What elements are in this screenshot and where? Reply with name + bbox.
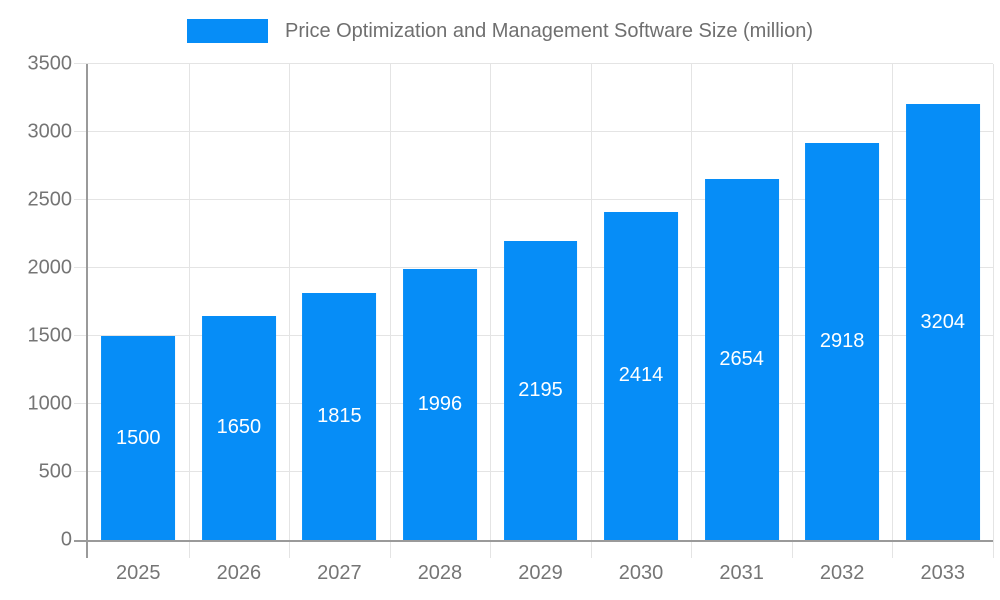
x-tick-label: 2031 [719, 562, 764, 584]
bar-value-label: 1500 [116, 426, 161, 449]
bar-value-label: 1996 [417, 392, 463, 415]
y-tick-label: 2000 [27, 256, 73, 279]
gridline-vertical [691, 64, 693, 558]
gridline-horizontal [74, 131, 993, 132]
bar-value-label: 1815 [317, 405, 362, 428]
bar: 2414 [604, 211, 678, 540]
gridline-vertical [490, 64, 492, 558]
bar-value-label: 2654 [719, 348, 764, 371]
legend-swatch[interactable] [187, 19, 268, 43]
x-tick-label: 2025 [116, 562, 161, 584]
x-tick-label: 2033 [920, 562, 965, 584]
gridline-horizontal [74, 199, 993, 200]
x-tick-label: 2032 [819, 562, 865, 584]
bar: 1815 [302, 293, 377, 540]
chart-legend: Price Optimization and Management Softwa… [0, 19, 1000, 43]
bar-value-label: 2195 [518, 379, 563, 402]
y-axis-line [86, 64, 88, 558]
legend-label[interactable]: Price Optimization and Management Softwa… [285, 19, 813, 42]
y-tick-label: 0 [60, 528, 72, 551]
x-tick-label: 2028 [417, 562, 463, 584]
y-tick-label: 500 [38, 460, 72, 483]
gridline-vertical [892, 64, 894, 558]
x-axis-line [74, 540, 993, 542]
bar-value-label: 2918 [819, 330, 865, 353]
x-tick-label: 2030 [618, 562, 664, 584]
y-tick-label: 3500 [27, 52, 73, 75]
x-tick-label: 2026 [216, 562, 262, 584]
bar: 1650 [201, 315, 276, 540]
bar-value-label: 3204 [920, 310, 965, 333]
y-tick-label: 1500 [27, 324, 73, 347]
y-tick-label: 2500 [27, 188, 73, 211]
bar-value-label: 1650 [216, 416, 262, 439]
x-tick-label: 2027 [317, 562, 362, 584]
gridline-vertical [590, 64, 592, 558]
bar: 1500 [101, 336, 176, 540]
gridline-vertical [791, 64, 793, 558]
bar-value-label: 2414 [618, 364, 664, 387]
bar: 1996 [402, 268, 477, 540]
bar: 3204 [905, 104, 980, 540]
x-tick-label: 2029 [518, 562, 563, 584]
gridline-horizontal [74, 63, 993, 64]
plot-area: 1500 1650 1815 1996 2195 2414 2654 2918 3204 0 500… [28, 53, 994, 584]
gridline-vertical [188, 64, 190, 558]
bar: 2918 [805, 143, 880, 540]
bar: 2654 [704, 179, 779, 540]
bar: 2195 [503, 241, 578, 540]
y-tick-label: 1000 [27, 392, 73, 415]
gridline-vertical [389, 64, 391, 558]
gridline-vertical [289, 64, 291, 558]
y-tick-label: 3000 [27, 120, 73, 143]
gridline-vertical [993, 64, 994, 558]
